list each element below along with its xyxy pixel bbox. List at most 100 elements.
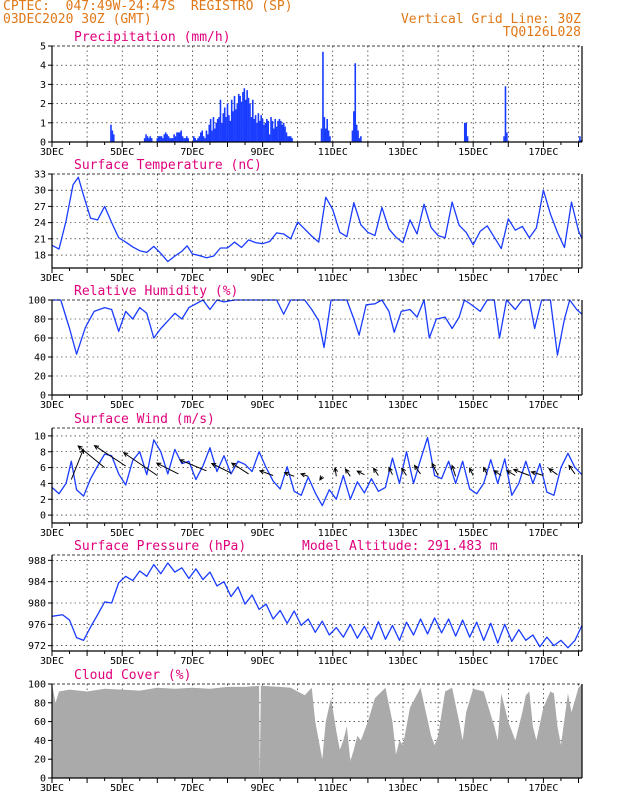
precip-bar xyxy=(207,134,209,142)
precip-bar xyxy=(326,118,328,142)
pres-grid xyxy=(52,555,582,651)
precip-bar xyxy=(178,132,181,142)
precip-bar xyxy=(253,118,255,142)
precip-bar xyxy=(204,138,206,142)
precip-bar xyxy=(257,113,260,142)
precip-bar xyxy=(267,120,270,142)
precip-bar xyxy=(278,118,281,142)
precip-bar xyxy=(184,138,187,142)
precip-bar xyxy=(250,117,253,142)
wind-vector-arrow xyxy=(530,470,544,476)
precip-bar xyxy=(285,132,288,142)
precip-bar xyxy=(197,138,199,142)
precip-bar xyxy=(258,120,261,142)
precip-bar xyxy=(264,122,267,142)
wind-vector-arrow xyxy=(258,469,274,476)
wind-vector-arrow xyxy=(568,464,576,475)
wind-vector-arrow xyxy=(505,470,516,476)
precip-bar xyxy=(148,138,150,142)
x-tick-label: 15DEC xyxy=(458,147,488,158)
wind-vector-arrow xyxy=(230,462,249,475)
wind-vector-arrow xyxy=(431,462,439,476)
cloud-panel: 0 20 40 60 80 100 3DEC 5DEC 7DEC 9DEC 11DEC 13DEC 15… xyxy=(28,668,583,794)
y-tick-label: 20 xyxy=(34,755,46,766)
x-tick-label: 3DEC xyxy=(40,273,64,284)
x-tick-label: 13DEC xyxy=(388,656,418,667)
rh-title: Relative Humidity (%) xyxy=(74,284,238,299)
precip-grid xyxy=(52,46,582,142)
precip-bar xyxy=(289,136,292,142)
x-tick-label: 11DEC xyxy=(318,528,348,539)
precip-bar xyxy=(156,138,159,142)
wind-vector-arrow xyxy=(210,462,232,474)
x-tick-label: 15DEC xyxy=(458,273,488,284)
y-tick-label: 4 xyxy=(40,61,46,72)
precip-bar xyxy=(169,138,171,142)
precip-bar xyxy=(465,122,467,142)
y-tick-label: 3 xyxy=(40,80,46,91)
x-tick-label: 3DEC xyxy=(40,783,64,794)
y-tick-label: 40 xyxy=(34,353,46,364)
y-tick-label: 20 xyxy=(34,372,46,383)
y-tick-label: 80 xyxy=(34,315,46,326)
precip-bar xyxy=(143,138,146,142)
precip-bar xyxy=(205,130,208,142)
y-tick-label: 80 xyxy=(34,698,46,709)
temp-panel: 18 21 24 27 30 33 3DEC 5DEC 7DEC 9DEC 11DEC 13DEC 15… xyxy=(34,158,583,284)
precip-bar xyxy=(503,136,505,142)
precip-bar xyxy=(260,115,262,142)
wind-vector-arrow xyxy=(122,452,158,476)
precip-bar xyxy=(504,86,507,142)
wind-vector-arrow xyxy=(548,468,558,476)
wind-series-line xyxy=(51,436,583,507)
y-tick-label: 33 xyxy=(34,170,46,181)
y-tick-label: 0 xyxy=(40,138,46,149)
wind-vector-arrow xyxy=(372,467,379,476)
x-tick-label: 17DEC xyxy=(528,400,558,411)
y-tick-label: 8 xyxy=(40,447,46,458)
x-tick-label: 5DEC xyxy=(110,783,134,794)
precip-bar xyxy=(261,118,264,142)
x-tick-label: 3DEC xyxy=(40,147,64,158)
precip-bar xyxy=(183,138,185,142)
precip-bar xyxy=(176,132,178,142)
precip-bar xyxy=(244,99,247,142)
cloud-cover-area xyxy=(52,684,582,778)
x-tick-label: 13DEC xyxy=(388,273,418,284)
cloud-title: Cloud Cover (%) xyxy=(74,668,191,683)
x-tick-label: 3DEC xyxy=(40,656,64,667)
x-tick-label: 7DEC xyxy=(180,656,204,667)
precip-bar xyxy=(236,103,239,142)
wind-vector-arrow xyxy=(299,472,309,478)
wind-vector-arrow xyxy=(413,464,421,475)
x-tick-label: 9DEC xyxy=(251,528,275,539)
precip-bar xyxy=(323,117,326,142)
y-tick-label: 2 xyxy=(40,99,46,110)
precip-bar xyxy=(232,111,234,142)
y-tick-label: 21 xyxy=(34,234,46,245)
y-tick-label: 4 xyxy=(40,479,46,490)
precip-bar xyxy=(270,117,272,142)
precip-bar xyxy=(360,136,362,142)
precip-bar xyxy=(180,130,182,142)
precip-bar xyxy=(466,136,469,142)
x-tick-label: 7DEC xyxy=(180,783,204,794)
precip-bar xyxy=(237,94,240,142)
y-tick-label: 100 xyxy=(28,296,46,307)
precip-bar xyxy=(170,138,173,142)
precip-bar xyxy=(274,118,277,142)
precip-bar xyxy=(251,99,254,142)
precip-bar xyxy=(219,99,222,142)
x-tick-label: 9DEC xyxy=(251,400,275,411)
precip-bar xyxy=(288,136,291,142)
x-tick-label: 11DEC xyxy=(318,656,348,667)
x-tick-label: 7DEC xyxy=(180,147,204,158)
precip-bar xyxy=(322,51,324,143)
y-tick-label: 27 xyxy=(34,202,46,213)
wind-vector-arrow xyxy=(356,470,365,476)
y-tick-label: 60 xyxy=(34,334,46,345)
precip-bar xyxy=(271,120,274,142)
wind-vector-arrow xyxy=(469,467,474,476)
x-tick-label: 11DEC xyxy=(318,273,348,284)
